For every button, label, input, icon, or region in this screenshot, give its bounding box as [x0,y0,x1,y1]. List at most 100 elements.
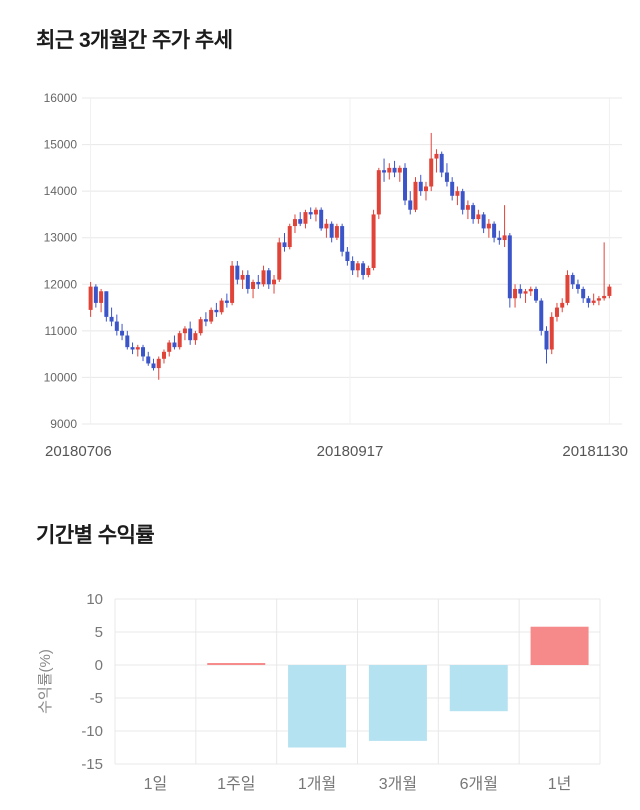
candle-body [434,153,439,159]
candle-body [120,330,125,336]
candle-body [423,186,428,192]
candle-body [177,333,182,348]
y-tick-label: 14000 [44,184,78,198]
x-tick-label: 20181130 [562,443,628,460]
candle-body [230,265,235,303]
y-tick-label: 12000 [44,277,78,291]
candle-body [161,351,166,359]
candle-body [361,263,366,275]
candle-body [507,235,512,299]
candle-body [444,172,449,182]
candle-body [376,170,381,215]
candle-body [214,309,219,313]
y-tick-label: 9000 [50,417,77,431]
candle-body [382,170,387,173]
candle-body [439,153,444,173]
candle-body [371,214,376,268]
candle-body [413,181,418,210]
x-category-label: 6개월 [460,775,498,793]
candle-body [471,205,476,220]
candle-body [104,291,109,317]
candle-body [408,200,413,210]
candle-body [602,295,607,299]
x-tick-label: 20180917 [317,443,384,460]
candle-body [261,270,266,285]
candle-body [340,226,345,252]
y-tick-label: 0 [95,657,103,674]
candle-body [203,319,208,322]
candle-body [581,288,586,299]
candle-body [99,291,104,303]
candle-body [146,356,151,364]
y-tick-label: -5 [90,690,103,707]
candle-body [476,214,481,220]
x-category-label: 1주일 [217,775,255,793]
candle-body [209,309,214,322]
candle-body [492,223,497,238]
y-axis-label: 수익률(%) [37,649,54,714]
return-bar [449,665,508,712]
candle-body [324,223,329,229]
candle-body [513,288,518,299]
candle-body [109,316,114,322]
candle-body [125,335,130,348]
candle-body [245,274,250,289]
candle-body [130,347,135,350]
candle-body [235,265,240,280]
y-tick-label: 15000 [44,138,78,152]
candle-body [151,363,156,369]
y-tick-label: 13000 [44,231,78,245]
candle-body [575,284,580,289]
candle-body [240,274,245,280]
candle-body [345,251,350,261]
x-category-label: 1년 [548,775,572,793]
return-bar [288,665,347,748]
candle-body [141,347,146,357]
candle-body [528,288,533,292]
return-bar [368,665,427,741]
y-tick-label: 10000 [44,370,78,384]
y-tick-label: 10 [86,591,103,608]
candle-body [397,167,402,173]
y-tick-label: 11000 [45,324,78,338]
price-trend-title: 최근 3개월간 주가 추세 [36,29,233,52]
candle-body [544,330,549,350]
candle-body [502,235,507,241]
candle-body [481,214,486,229]
y-tick-label: 5 [95,624,103,641]
candle-body [303,212,308,224]
x-category-label: 3개월 [379,775,417,793]
candle-body [350,261,355,271]
candle-body [355,263,360,271]
candle-body [182,328,187,334]
x-category-label: 1일 [144,775,168,793]
candle-body [460,191,465,210]
candle-body [93,286,98,303]
y-tick-label: -15 [81,756,103,773]
candle-body [429,158,434,187]
candle-body [418,181,423,192]
candle-body [298,219,303,224]
candle-body [334,226,339,238]
candle-body [486,223,491,229]
candle-body [570,274,575,285]
candle-body [565,274,570,303]
y-tick-label: 16000 [44,91,78,105]
candle-body [403,167,408,201]
candle-body [88,286,93,310]
candle-body [266,270,271,285]
return-bar [207,663,266,665]
candle-body [292,219,297,227]
candle-body [172,342,177,348]
candle-body [224,300,229,303]
candle-body [277,242,282,280]
candle-body [596,298,601,301]
candle-body [167,342,172,352]
candle-body [135,347,140,350]
candle-body [560,302,565,308]
price-candlestick-chart: 16000 15000 14000 13000 12000 11000 10000 9000 2… [44,91,628,460]
candle-body [272,279,277,285]
candle-body [114,321,119,331]
period-returns-title: 기간별 수익률 [36,524,155,547]
